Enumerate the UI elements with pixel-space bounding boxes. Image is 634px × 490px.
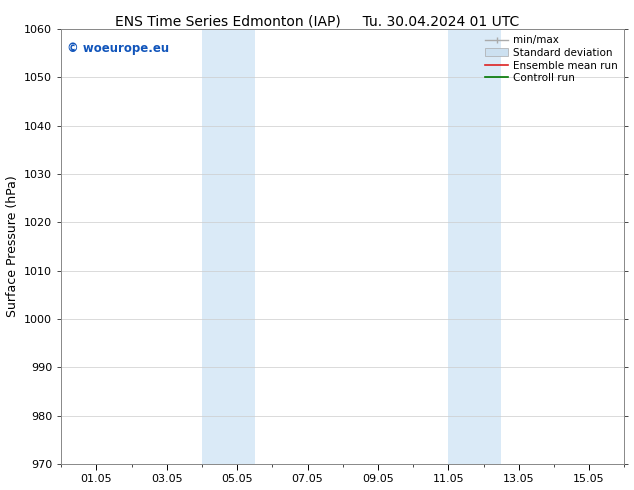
Text: ENS Time Series Edmonton (IAP)     Tu. 30.04.2024 01 UTC: ENS Time Series Edmonton (IAP) Tu. 30.04…: [115, 15, 519, 29]
Legend: min/max, Standard deviation, Ensemble mean run, Controll run: min/max, Standard deviation, Ensemble me…: [481, 31, 622, 87]
Bar: [448, 29, 501, 464]
Bar: [202, 29, 255, 464]
Text: © woeurope.eu: © woeurope.eu: [67, 42, 169, 55]
Y-axis label: Surface Pressure (hPa): Surface Pressure (hPa): [6, 176, 18, 318]
